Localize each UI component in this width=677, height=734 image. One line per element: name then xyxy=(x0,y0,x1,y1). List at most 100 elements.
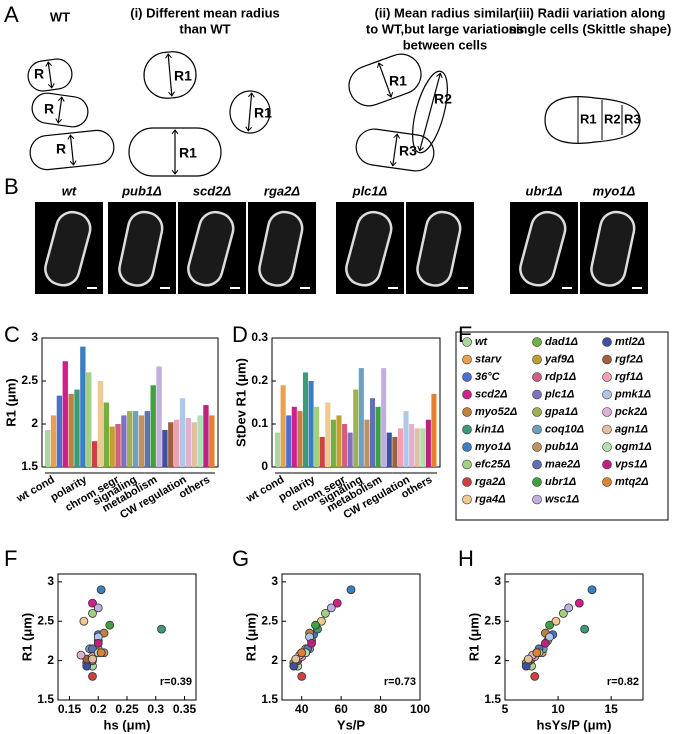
legend-swatch xyxy=(462,389,472,400)
legend-label: plc1Δ xyxy=(544,388,574,400)
bar xyxy=(314,406,320,467)
point xyxy=(545,620,554,630)
radius-label: R2 xyxy=(604,111,621,126)
legend-swatch xyxy=(532,407,542,417)
point xyxy=(564,603,574,613)
bar xyxy=(392,436,398,467)
bar xyxy=(74,389,80,467)
bar xyxy=(386,432,392,467)
y-tick-label: 3 xyxy=(31,330,38,344)
cell xyxy=(355,128,435,172)
y-tick-label: 2.5 xyxy=(37,613,54,627)
point xyxy=(297,648,307,658)
point xyxy=(88,654,97,664)
legend-label: pub1Δ xyxy=(544,441,579,453)
radius-label: R1 xyxy=(389,73,407,89)
y-tick-label: 0.2 xyxy=(251,373,268,387)
panel-letter: F xyxy=(4,546,17,571)
image-label: rga2Δ xyxy=(264,183,300,198)
cell-image xyxy=(118,210,164,287)
legend-label: scd2Δ xyxy=(475,388,507,400)
bar xyxy=(191,422,197,467)
legend-swatch xyxy=(532,442,542,452)
legend-swatch xyxy=(532,477,542,487)
bar xyxy=(308,381,314,467)
y-axis-label: R1 (μm) xyxy=(243,613,258,661)
y-tick-label: 2 xyxy=(31,416,38,430)
bar xyxy=(347,432,353,467)
x-tick-label: 10 xyxy=(551,702,565,716)
bar xyxy=(280,385,286,467)
image-label: pub1Δ xyxy=(121,183,162,198)
point xyxy=(540,638,550,648)
legend-label: starv xyxy=(475,353,502,365)
point xyxy=(96,585,106,595)
bar xyxy=(185,417,192,467)
radius-arrow xyxy=(247,93,253,131)
cell-image xyxy=(590,210,636,287)
radius-label: R1 xyxy=(174,68,192,84)
legend-label: yaf9Δ xyxy=(544,353,574,365)
legend-swatch xyxy=(532,354,542,365)
bar xyxy=(403,411,409,467)
panel-title: single cells (Skittle shape) xyxy=(509,21,672,36)
legend-swatch xyxy=(462,477,472,487)
point xyxy=(320,608,330,618)
legend-label: agn1Δ xyxy=(615,423,648,435)
legend-swatch xyxy=(532,459,542,470)
y-tick-label: 3 xyxy=(271,574,278,588)
panel-title: WT xyxy=(50,9,70,24)
annotation: r=0.73 xyxy=(384,676,416,688)
bar xyxy=(286,415,292,467)
arrow-head xyxy=(245,92,255,132)
cell-image xyxy=(416,210,462,287)
point xyxy=(88,598,97,608)
arrow-head xyxy=(45,61,55,89)
bar xyxy=(414,428,420,467)
arrow-head xyxy=(67,134,77,166)
legend-label: efc25Δ xyxy=(475,458,511,470)
point xyxy=(88,671,97,681)
image-label: scd2Δ xyxy=(193,183,232,198)
bar xyxy=(168,422,174,467)
x-tick-label: 15 xyxy=(604,702,618,716)
y-tick-label: 2 xyxy=(47,653,54,667)
image-label: ubr1Δ xyxy=(526,183,563,198)
legend-swatch xyxy=(462,354,472,365)
legend-swatch xyxy=(462,372,472,382)
cell xyxy=(128,127,222,177)
legend-label: gpa1Δ xyxy=(544,406,578,418)
y-tick-label: 2.5 xyxy=(484,613,501,627)
plot-frame xyxy=(281,573,421,701)
x-axis-label: hsYs/P (μm) xyxy=(537,717,612,732)
bar xyxy=(50,415,57,467)
bar xyxy=(325,402,331,467)
bar xyxy=(179,398,186,467)
cell-outline xyxy=(27,58,73,92)
panel-title: to WT,but large variations xyxy=(366,21,524,36)
point xyxy=(311,620,320,630)
legend-label: vps1Δ xyxy=(615,458,647,470)
legend-swatch xyxy=(602,354,612,365)
bar xyxy=(86,372,92,467)
point xyxy=(346,585,356,595)
bar xyxy=(336,415,342,467)
y-tick-label: 0.3 xyxy=(251,330,268,344)
cell xyxy=(348,53,422,107)
bar xyxy=(173,419,180,467)
cell xyxy=(412,70,448,154)
plot-frame xyxy=(504,573,644,701)
bar xyxy=(197,415,203,467)
point xyxy=(326,603,336,613)
x-tick-label: 0.25 xyxy=(115,702,139,716)
cell-image xyxy=(258,210,304,287)
x-tick-label: 100 xyxy=(410,702,430,716)
bar xyxy=(209,415,215,467)
image-label: wt xyxy=(62,183,77,198)
radius-arrow xyxy=(57,97,63,123)
arrow-head xyxy=(417,72,443,152)
radius-label: R2 xyxy=(434,91,452,107)
legend-swatch xyxy=(462,424,472,435)
panel-letter: A xyxy=(4,2,19,27)
radius-arrow xyxy=(47,62,53,88)
